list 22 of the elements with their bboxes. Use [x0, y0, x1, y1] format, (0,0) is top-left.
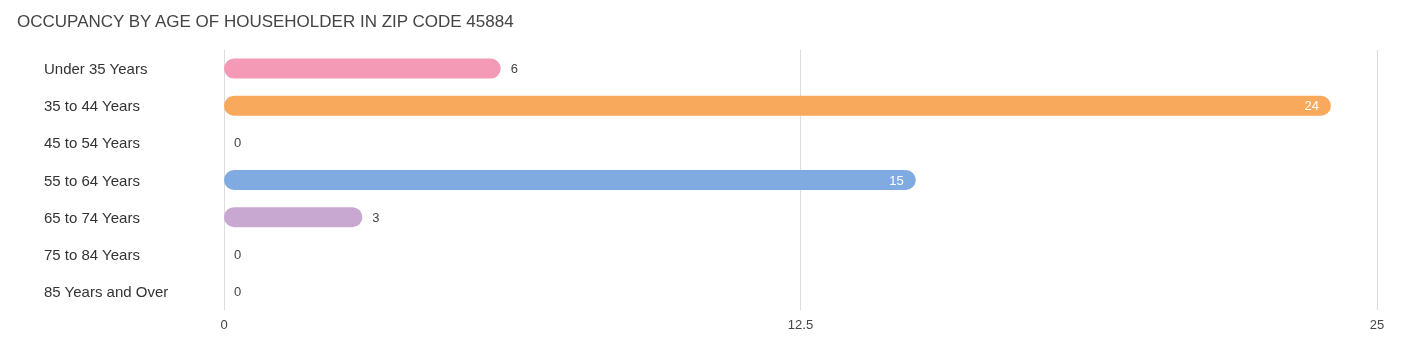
y-tick-label: 35 to 44 Years	[44, 97, 140, 115]
data-label: 0	[234, 246, 242, 262]
x-tick-label: 25	[1369, 317, 1385, 332]
x-tick-label: 12.5	[787, 317, 814, 332]
bar	[224, 95, 1331, 116]
x-tick-label: 0	[220, 317, 228, 332]
bar	[224, 170, 916, 190]
data-label: 15	[889, 172, 904, 188]
bar	[224, 207, 363, 228]
data-label: 6	[510, 61, 518, 77]
y-tick-label: 75 to 84 Years	[44, 245, 140, 263]
y-tick-label: Under 35 Years	[44, 60, 148, 78]
y-tick-label: 45 to 54 Years	[44, 134, 140, 152]
data-label: 0	[234, 135, 242, 151]
y-tick-label: 85 Years and Over	[44, 282, 169, 300]
bar	[224, 58, 501, 79]
chart-title: OCCUPANCY BY AGE OF HOUSEHOLDER IN ZIP CODE 45884	[17, 12, 514, 31]
data-label: 24	[1304, 98, 1319, 114]
y-tick-label: 65 to 74 Years	[44, 208, 140, 226]
y-tick-label: 55 to 64 Years	[44, 171, 140, 189]
data-label: 3	[372, 209, 380, 225]
data-label: 0	[234, 283, 242, 299]
